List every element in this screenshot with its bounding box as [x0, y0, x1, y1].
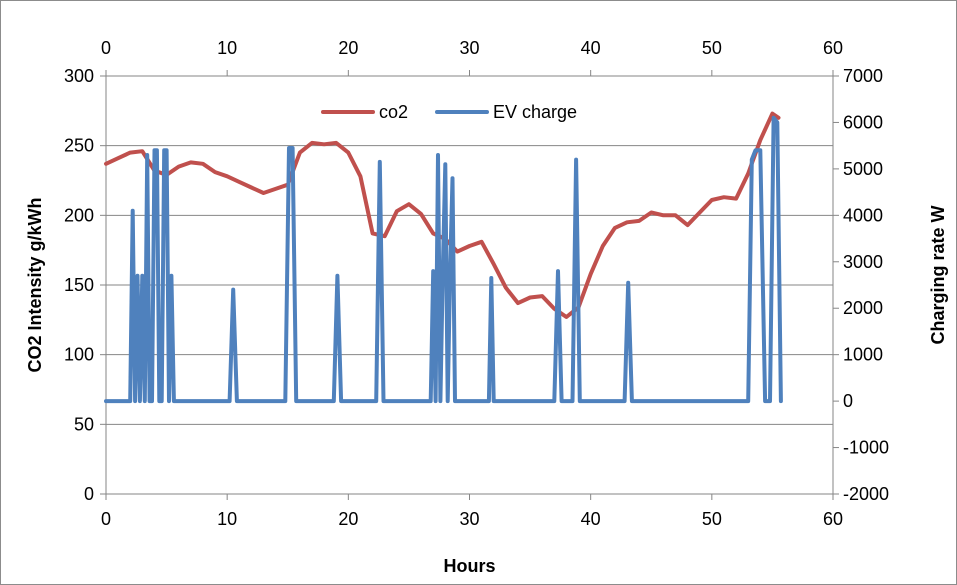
- series-line-ev-charge: [104, 115, 783, 404]
- top-x-tick-label: 40: [581, 38, 601, 58]
- x-axis-title: Hours: [443, 556, 495, 576]
- top-x-tick-label: 0: [101, 38, 111, 58]
- left-y-tick-label: 150: [64, 275, 94, 295]
- left-y-tick-label: 200: [64, 205, 94, 225]
- top-x-tick-label: 10: [217, 38, 237, 58]
- top-x-tick-label: 60: [823, 38, 843, 58]
- top-x-tick-label: 50: [702, 38, 722, 58]
- bottom-x-tick-label: 0: [101, 509, 111, 529]
- series-lines: [104, 111, 783, 404]
- right-y-tick-label: 3000: [843, 252, 883, 272]
- left-y-tick-label: 50: [74, 414, 94, 434]
- right-y-tick-label: 4000: [843, 205, 883, 225]
- right-y-tick-label: 1000: [843, 345, 883, 365]
- top-x-tick-label: 20: [338, 38, 358, 58]
- left-y-tick-label: 300: [64, 66, 94, 86]
- right-y-tick-label: 7000: [843, 66, 883, 86]
- tick-labels: 050100150200250300-2000-1000010002000300…: [64, 38, 889, 529]
- top-x-tick-label: 30: [459, 38, 479, 58]
- bottom-x-tick-label: 60: [823, 509, 843, 529]
- left-y-tick-label: 0: [84, 484, 94, 504]
- bottom-x-tick-label: 10: [217, 509, 237, 529]
- axis-titles: Hours CO2 Intensity g/kWh Charging rate …: [25, 197, 948, 576]
- gridlines: [106, 75, 833, 425]
- right-y-tick-label: 6000: [843, 112, 883, 132]
- legend: co2 EV charge: [321, 102, 577, 122]
- bottom-x-tick-label: 50: [702, 509, 722, 529]
- right-y-tick-label: 5000: [843, 159, 883, 179]
- right-y-tick-label: 0: [843, 391, 853, 411]
- legend-label-ev-charge: EV charge: [493, 102, 577, 122]
- bottom-x-tick-label: 30: [459, 509, 479, 529]
- bottom-x-tick-label: 20: [338, 509, 358, 529]
- axes: [100, 70, 839, 500]
- right-y-tick-label: -1000: [843, 438, 889, 458]
- left-y-tick-label: 100: [64, 345, 94, 365]
- left-y-tick-label: 250: [64, 136, 94, 156]
- bottom-x-tick-label: 40: [581, 509, 601, 529]
- legend-label-co2: co2: [379, 102, 408, 122]
- right-y-tick-label: 2000: [843, 298, 883, 318]
- left-y-axis-title: CO2 Intensity g/kWh: [25, 197, 45, 372]
- right-y-axis-title: Charging rate W: [928, 205, 948, 344]
- right-y-tick-label: -2000: [843, 484, 889, 504]
